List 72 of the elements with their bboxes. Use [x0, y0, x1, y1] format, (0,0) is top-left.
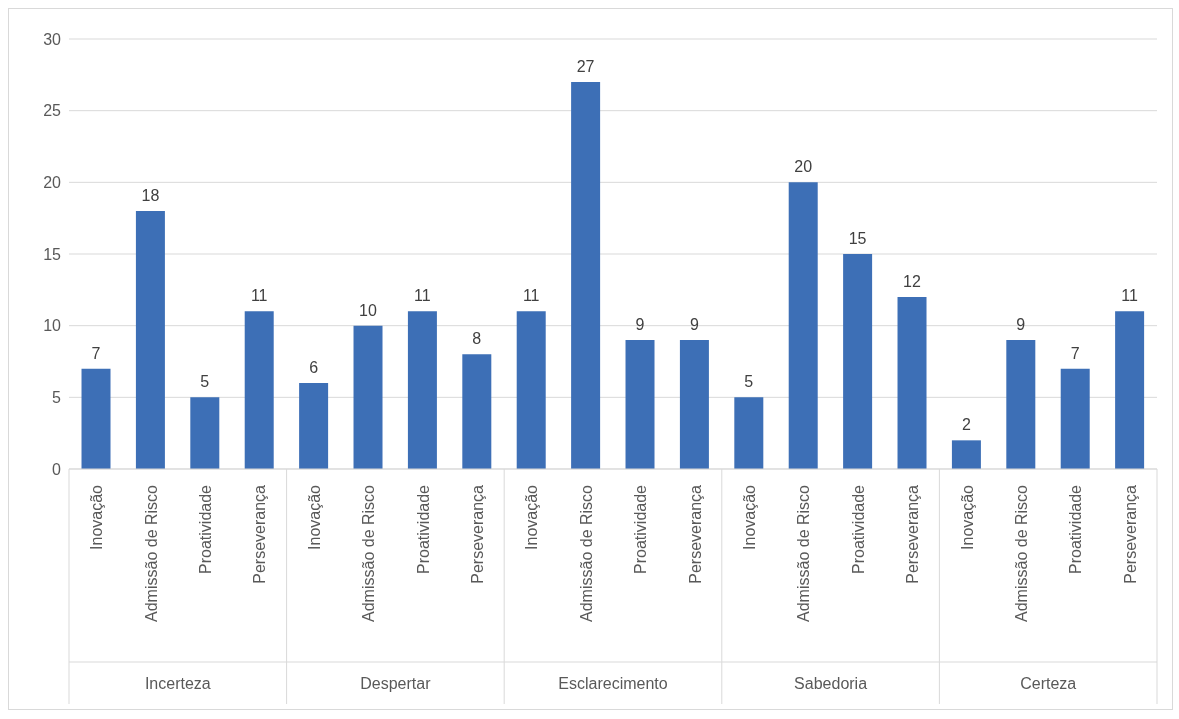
x-tick-label: Admissão de Risco [795, 484, 813, 622]
text: Certeza [1020, 675, 1077, 692]
data-label: 11 [414, 287, 431, 305]
x-tick-label: Perseverança [251, 484, 269, 584]
x-tick-label: Inovação [523, 484, 541, 550]
bar [843, 254, 873, 469]
data-label: 7 [91, 344, 101, 362]
y-tick-label: 5 [52, 389, 62, 407]
data-label: 6 [309, 359, 319, 376]
x-tick-label: Inovação [88, 484, 106, 550]
data-label: 9 [1016, 316, 1026, 333]
x-tick-label: Inovação [305, 484, 323, 550]
x-tick-label: Perseverança [1121, 484, 1139, 584]
x-tick-label: Admissão de Risco [142, 484, 160, 622]
bar [1115, 311, 1145, 469]
data-label: 11 [1121, 287, 1139, 305]
data-label: 9 [689, 316, 699, 333]
text: Despertar [360, 675, 432, 692]
bar [951, 440, 981, 469]
y-tick-label: 10 [43, 317, 62, 335]
text: Esclarecimento [558, 675, 668, 692]
x-tick-label: Proatividade [414, 484, 432, 574]
data-label: 9 [635, 316, 645, 333]
bar [788, 182, 818, 469]
y-tick-label: 25 [43, 102, 62, 120]
bar [1006, 340, 1036, 469]
bar [244, 311, 274, 469]
bar [571, 82, 601, 469]
data-label: 2 [961, 416, 971, 434]
data-label: 5 [744, 373, 754, 391]
x-tick-label: Admissão de Risco [360, 484, 378, 622]
bar [516, 311, 546, 469]
x-tick-label: Proatividade [849, 484, 867, 574]
x-tick-label: Admissão de Risco [577, 484, 595, 622]
data-label: 5 [200, 373, 210, 391]
y-tick-label: 0 [52, 460, 62, 478]
x-tick-label: Proatividade [1067, 484, 1085, 574]
x-tick-label: Admissão de Risco [1013, 484, 1030, 622]
x-tick-label: Proatividade [632, 484, 650, 574]
y-tick-label: 15 [43, 245, 62, 263]
bar [81, 368, 111, 469]
bar [462, 354, 492, 469]
x-tick-label: Perseverança [686, 484, 704, 584]
data-label: 8 [472, 330, 482, 348]
data-label: 27 [576, 58, 595, 75]
x-tick-label: Perseverança [904, 484, 922, 584]
x-tick-label: Perseverança [469, 484, 486, 584]
bar [897, 297, 927, 469]
x-tick-label: Inovação [741, 484, 758, 550]
text: Sabedoria [794, 675, 868, 692]
y-tick-label: 30 [43, 30, 62, 48]
data-label: 7 [1070, 344, 1080, 362]
data-label: 10 [359, 301, 378, 319]
data-label: 11 [522, 287, 540, 305]
data-label: 11 [250, 287, 268, 305]
data-label: 18 [141, 187, 160, 204]
x-tick-label: Inovação [958, 484, 976, 550]
bar [135, 211, 165, 469]
bar [190, 397, 220, 469]
bar [353, 325, 383, 469]
data-label: 12 [903, 273, 922, 290]
bar [1060, 368, 1090, 469]
bar [407, 311, 437, 469]
bar [734, 397, 764, 469]
data-label: 20 [794, 158, 813, 176]
text: Incerteza [144, 675, 211, 692]
bar [299, 383, 329, 469]
bar [625, 340, 655, 469]
y-tick-label: 20 [43, 174, 62, 192]
data-label: 15 [848, 230, 867, 247]
bar [679, 340, 709, 469]
x-tick-label: Proatividade [197, 484, 214, 574]
